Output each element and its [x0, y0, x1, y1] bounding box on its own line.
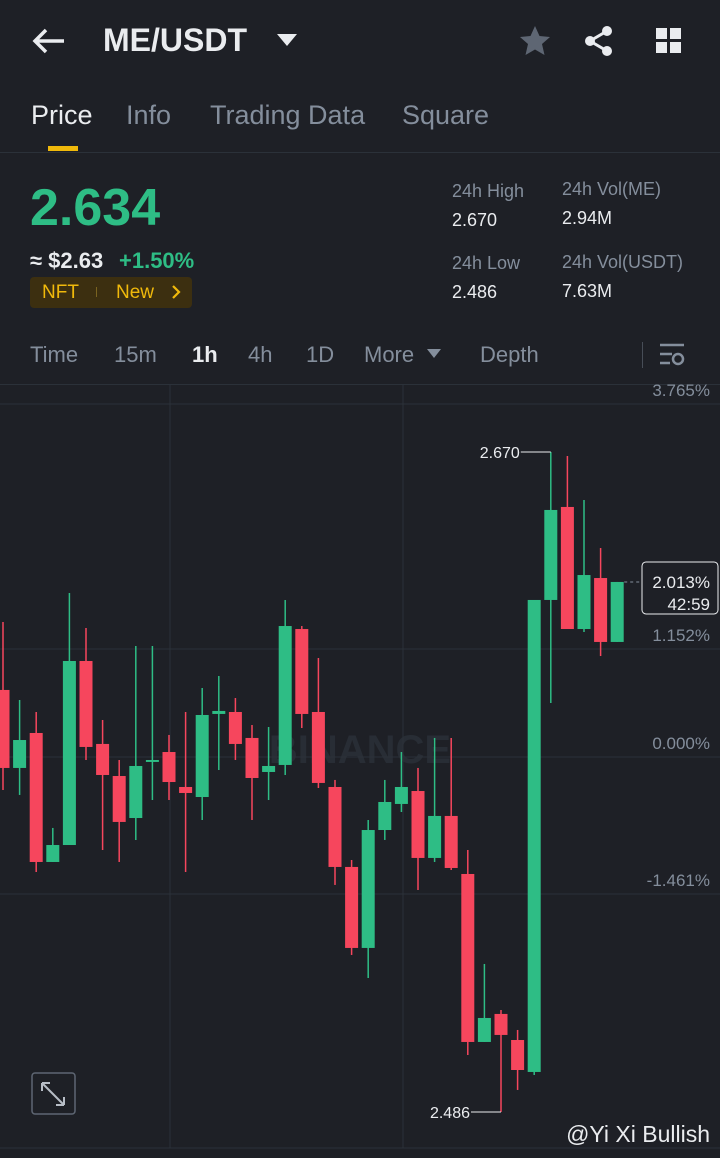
- low-label: 2.486: [430, 1105, 470, 1122]
- tab[interactable]: Square: [402, 100, 490, 130]
- last-price-label: 2.013%: [652, 573, 710, 592]
- candle-body: [179, 786, 193, 793]
- tag: New: [116, 282, 155, 303]
- interval[interactable]: 1D: [306, 342, 335, 367]
- candle-body: [129, 765, 143, 819]
- high-label: 2.670: [480, 445, 520, 462]
- stat-value: 7.63M: [562, 281, 613, 301]
- usd-price: ≈ $2.63: [30, 248, 104, 273]
- candle-body: [477, 1017, 491, 1042]
- candle-body: [96, 743, 110, 775]
- expand-button[interactable]: [31, 1072, 76, 1115]
- interval[interactable]: 4h: [248, 342, 273, 367]
- separator: [642, 342, 643, 368]
- candle-body: [245, 737, 259, 778]
- last-price: 2.634: [30, 179, 161, 237]
- candle-body: [295, 629, 309, 714]
- candle-body: [345, 866, 359, 948]
- divider: [0, 152, 720, 153]
- candle-body: [461, 873, 475, 1042]
- grid-icon[interactable]: [655, 27, 685, 57]
- star-icon[interactable]: [518, 24, 552, 58]
- share-icon[interactable]: [582, 24, 616, 58]
- interval[interactable]: More: [364, 342, 415, 367]
- candle-body: [29, 732, 43, 862]
- tab[interactable]: Price: [31, 100, 93, 130]
- candle-body: [511, 1040, 525, 1071]
- chevron: [172, 285, 181, 299]
- tab[interactable]: Trading Data: [210, 100, 366, 130]
- candle-body: [278, 626, 292, 765]
- dropdown-icon: [277, 34, 297, 46]
- stat-label: 24h Vol(USDT): [562, 252, 684, 272]
- stat-label: 24h High: [452, 181, 525, 201]
- candle-body: [378, 801, 392, 831]
- candle-body: [228, 711, 242, 744]
- expand-icon: [41, 1082, 65, 1106]
- tab-indicator: [48, 146, 78, 151]
- candle-body: [361, 830, 375, 948]
- y-tick-label: 1.152%: [652, 626, 710, 645]
- candle-body: [328, 786, 342, 867]
- interval[interactable]: 15m: [114, 342, 157, 367]
- candle-body: [577, 575, 591, 630]
- y-tick-label: 3.765%: [652, 381, 710, 400]
- candle-body: [162, 752, 176, 783]
- interval[interactable]: Depth: [480, 342, 539, 367]
- stat-value: 2.94M: [562, 208, 613, 228]
- candle-body: [46, 845, 60, 862]
- tab[interactable]: Info: [126, 100, 172, 130]
- tag: NFT: [42, 282, 79, 303]
- candle-body: [13, 740, 27, 768]
- candle-body: [62, 660, 76, 846]
- y-tick-label: 0.000%: [652, 734, 710, 753]
- back-button[interactable]: [30, 26, 70, 56]
- candle-body: [411, 791, 425, 858]
- interval[interactable]: 1h: [192, 342, 218, 367]
- candle-body: [494, 1013, 508, 1035]
- countdown: 42:59: [667, 595, 710, 614]
- more-caret: [427, 349, 441, 358]
- interval[interactable]: Time: [30, 342, 79, 367]
- candle-body: [428, 815, 442, 858]
- pair-title[interactable]: ME/USDT: [103, 22, 247, 58]
- divider: [0, 384, 720, 385]
- y-tick-label: -1.461%: [647, 871, 710, 890]
- candle-body: [212, 710, 226, 714]
- watermark: BINANCE: [269, 728, 451, 772]
- candle-body: [195, 714, 209, 798]
- candle-body: [0, 689, 10, 768]
- tag-badge[interactable]: [30, 277, 192, 308]
- candle-body: [394, 786, 408, 804]
- candle-body: [544, 509, 558, 600]
- stat-label: 24h Vol(ME): [562, 179, 662, 199]
- last-price-box: [641, 561, 719, 615]
- candle-body: [610, 581, 624, 642]
- candle-body: [79, 660, 93, 747]
- tag-separator: [96, 287, 97, 297]
- stat-value: 2.486: [452, 282, 498, 302]
- candle-body: [145, 759, 159, 762]
- candle-body: [311, 711, 325, 783]
- candle-body: [527, 599, 541, 1072]
- candle-body: [594, 578, 608, 642]
- stat-label: 24h Low: [452, 253, 521, 273]
- settings-icon[interactable]: [658, 342, 686, 368]
- stat-value: 2.670: [452, 210, 498, 230]
- candle-body: [560, 506, 574, 630]
- change: +1.50%: [119, 248, 195, 273]
- candle-body: [112, 776, 126, 822]
- candle-body: [444, 815, 458, 868]
- user-watermark: @Yi Xi Bullish: [566, 1121, 710, 1147]
- candle-body: [262, 765, 276, 772]
